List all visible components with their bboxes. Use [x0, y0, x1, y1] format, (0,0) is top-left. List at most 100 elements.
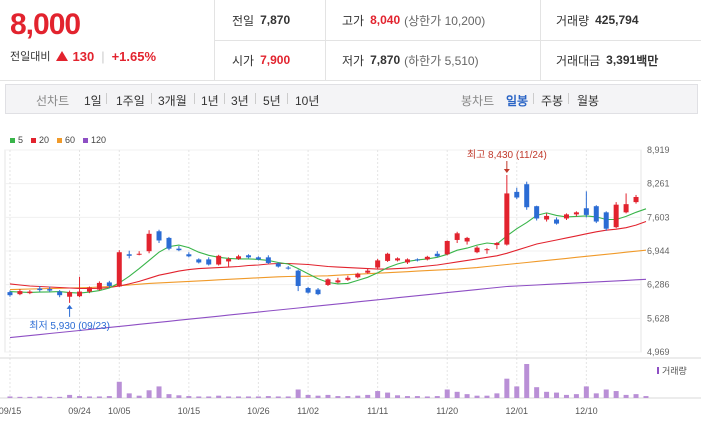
candle-body — [514, 191, 520, 198]
candle-body — [365, 270, 371, 273]
candle-body — [77, 291, 83, 297]
volume-bar — [603, 389, 609, 398]
volume-bar — [17, 396, 23, 398]
candle-body — [196, 259, 202, 263]
candle-body — [156, 231, 162, 241]
candle-body — [404, 259, 410, 263]
volume-bar — [206, 396, 212, 398]
candle-body — [136, 253, 142, 255]
x-tick-label: 09/24 — [68, 406, 91, 416]
price-change: 전일대비 130 | +1.65% — [10, 48, 156, 64]
change-divider: | — [101, 48, 105, 64]
volume-bar — [37, 396, 43, 398]
candle-body — [534, 206, 540, 219]
candle-body — [603, 212, 609, 229]
stats-col-divider — [540, 0, 541, 80]
y-tick-label: 5,628 — [647, 313, 670, 323]
x-tick-label: 10/05 — [108, 406, 131, 416]
x-tick-label: 11/20 — [436, 406, 458, 416]
tab-monthly[interactable]: 월봉 — [577, 94, 600, 108]
candle-body — [355, 273, 361, 278]
price-box: 8,000 전일대비 130 | +1.65% — [0, 0, 215, 80]
chart-period-tabs: 선차트 1일 1주일 3개월 1년 3년 5년 10년 봉차트 일봉 주봉 월봉 — [5, 84, 698, 114]
volume-bar — [534, 387, 540, 398]
volume-bar — [444, 389, 450, 398]
ma-legend: 5 20 60 120 — [10, 135, 106, 145]
prev-close: 전일 7,870 — [232, 13, 291, 28]
tab-5y[interactable]: 5년 — [263, 94, 281, 108]
x-tick-label: 11/11 — [367, 406, 388, 416]
tab-divider — [255, 93, 256, 104]
tab-daily[interactable]: 일봉 — [506, 94, 529, 108]
change-value: 130 — [72, 48, 95, 64]
tab-weekly[interactable]: 주봉 — [541, 94, 564, 108]
tab-1w[interactable]: 1주일 — [116, 94, 145, 108]
volume-bar — [345, 396, 351, 398]
candle-body — [216, 255, 222, 265]
candle-body — [47, 289, 53, 291]
volume-bar — [385, 392, 391, 398]
volume-bar — [7, 396, 13, 398]
stats-col-divider — [325, 0, 326, 80]
candle-body — [375, 260, 381, 268]
volume-bar — [146, 390, 152, 398]
volume-legend-swatch — [657, 367, 659, 374]
volume-bar — [554, 392, 560, 398]
tab-1d[interactable]: 1일 — [84, 94, 102, 108]
candle-body — [484, 249, 490, 251]
volume-bar — [265, 396, 271, 398]
candle-body — [7, 292, 13, 296]
candle-body — [385, 253, 391, 261]
volume-bar — [633, 394, 639, 398]
x-tick-label: 10/15 — [178, 406, 201, 416]
candle-body — [106, 282, 112, 286]
legend-ma60: 60 — [57, 135, 75, 145]
tab-divider — [151, 93, 152, 104]
candle-body — [573, 212, 579, 215]
y-tick-label: 6,286 — [647, 280, 670, 290]
candle-body — [206, 259, 212, 265]
candle-body — [325, 279, 331, 285]
volume-bar — [583, 386, 589, 398]
quote-header: 8,000 전일대비 130 | +1.65% — [0, 0, 701, 81]
volume-bar — [275, 396, 281, 398]
tab-3y[interactable]: 3년 — [231, 94, 249, 108]
y-tick-label: 8,261 — [647, 179, 670, 189]
volume-bar — [593, 393, 599, 398]
tab-3m[interactable]: 3개월 — [158, 94, 187, 108]
candle-body — [395, 258, 401, 261]
candle-body — [633, 196, 639, 203]
volume-bar — [295, 389, 301, 398]
volume-bar — [285, 396, 291, 398]
volume-bar — [136, 395, 142, 398]
volume-label: 거래량 — [662, 365, 687, 376]
tab-divider — [287, 93, 288, 104]
volume-bar — [494, 393, 500, 398]
tab-divider — [224, 93, 225, 104]
legend-swatch — [83, 138, 89, 144]
volume-bar — [216, 395, 222, 398]
candle-body — [86, 287, 92, 292]
volume-bar — [464, 394, 470, 398]
min-arrow-head — [66, 304, 73, 309]
candle-body — [335, 280, 341, 283]
candle-body — [494, 243, 500, 246]
volume-bar — [504, 378, 510, 398]
candle-body — [345, 277, 351, 280]
legend-ma20: 20 — [31, 135, 49, 145]
candle-body — [186, 254, 192, 257]
volume-bar — [454, 391, 460, 398]
volume-bar — [325, 394, 331, 398]
tab-1y[interactable]: 1년 — [201, 94, 219, 108]
candle-body — [126, 254, 132, 256]
candle-body — [245, 255, 251, 258]
change-label: 전일대비 — [10, 51, 51, 63]
volume-bar — [96, 396, 102, 398]
tab-divider — [194, 93, 195, 104]
trade-value: 거래대금 3,391 백만 — [556, 53, 659, 68]
tab-10y[interactable]: 10년 — [295, 94, 320, 108]
open-price: 시가 7,900 — [232, 53, 291, 68]
candle-body — [623, 204, 629, 213]
y-tick-label: 4,969 — [647, 347, 670, 357]
volume-bar — [375, 391, 381, 398]
